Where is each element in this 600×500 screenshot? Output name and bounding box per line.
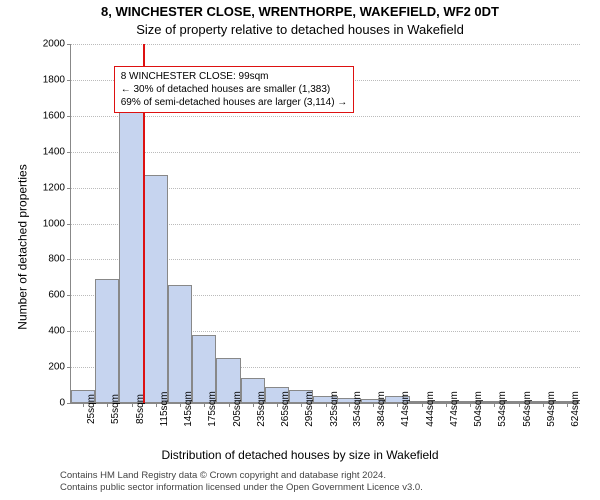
xtick-mark xyxy=(132,403,133,407)
xtick-label: 444sqm xyxy=(425,391,436,427)
annotation-line: 8 WINCHESTER CLOSE: 99sqm xyxy=(121,70,348,83)
footer-line-1: Contains HM Land Registry data © Crown c… xyxy=(60,470,423,482)
xtick-mark xyxy=(229,403,230,407)
ytick-mark xyxy=(67,259,71,260)
histogram-bar xyxy=(168,285,192,403)
xtick-mark xyxy=(253,403,254,407)
xtick-mark xyxy=(349,403,350,407)
ytick-mark xyxy=(67,295,71,296)
annotation-box: 8 WINCHESTER CLOSE: 99sqm← 30% of detach… xyxy=(114,66,355,113)
gridline-h xyxy=(71,44,580,45)
plot-area: 020040060080010001200140016001800200025s… xyxy=(70,44,580,404)
xtick-mark xyxy=(519,403,520,407)
footer-line-2: Contains public sector information licen… xyxy=(60,482,423,494)
ytick-mark xyxy=(67,152,71,153)
xtick-label: 564sqm xyxy=(522,391,533,427)
histogram-bar xyxy=(95,279,119,403)
xtick-mark xyxy=(543,403,544,407)
ytick-mark xyxy=(67,188,71,189)
xtick-mark xyxy=(446,403,447,407)
ytick-label: 1600 xyxy=(43,110,65,121)
xtick-mark xyxy=(373,403,374,407)
xtick-label: 534sqm xyxy=(497,391,508,427)
gridline-h xyxy=(71,152,580,153)
ytick-label: 400 xyxy=(48,326,65,337)
ytick-label: 0 xyxy=(59,398,65,409)
ytick-label: 1200 xyxy=(43,182,65,193)
xtick-label: 414sqm xyxy=(400,391,411,427)
xtick-label: 474sqm xyxy=(449,391,460,427)
ytick-mark xyxy=(67,116,71,117)
y-axis-label-wrap: Number of detached properties xyxy=(18,150,30,350)
xtick-mark xyxy=(277,403,278,407)
annotation-line: ← 30% of detached houses are smaller (1,… xyxy=(121,83,348,96)
gridline-h xyxy=(71,116,580,117)
ytick-mark xyxy=(67,80,71,81)
xtick-mark xyxy=(326,403,327,407)
xtick-mark xyxy=(470,403,471,407)
ytick-mark xyxy=(67,403,71,404)
xtick-label: 504sqm xyxy=(473,391,484,427)
ytick-mark xyxy=(67,44,71,45)
ytick-label: 800 xyxy=(48,254,65,265)
xtick-mark xyxy=(494,403,495,407)
xtick-label: 594sqm xyxy=(546,391,557,427)
xtick-label: 325sqm xyxy=(329,391,340,427)
ytick-mark xyxy=(67,224,71,225)
annotation-line: 69% of semi-detached houses are larger (… xyxy=(121,96,348,109)
ytick-label: 1000 xyxy=(43,218,65,229)
xtick-mark xyxy=(567,403,568,407)
histogram-bar xyxy=(144,175,168,403)
ytick-label: 1800 xyxy=(43,74,65,85)
ytick-label: 1400 xyxy=(43,146,65,157)
chart-container: 8, WINCHESTER CLOSE, WRENTHORPE, WAKEFIE… xyxy=(0,0,600,500)
y-axis-label: Number of detached properties xyxy=(16,164,30,329)
ytick-label: 2000 xyxy=(43,39,65,50)
xtick-mark xyxy=(422,403,423,407)
chart-title: 8, WINCHESTER CLOSE, WRENTHORPE, WAKEFIE… xyxy=(0,4,600,19)
ytick-mark xyxy=(67,367,71,368)
xtick-mark xyxy=(397,403,398,407)
ytick-label: 200 xyxy=(48,362,65,373)
xtick-mark xyxy=(180,403,181,407)
ytick-mark xyxy=(67,331,71,332)
footer-attribution: Contains HM Land Registry data © Crown c… xyxy=(60,470,423,494)
ytick-label: 600 xyxy=(48,290,65,301)
chart-subtitle: Size of property relative to detached ho… xyxy=(0,22,600,37)
xtick-mark xyxy=(83,403,84,407)
xtick-mark xyxy=(301,403,302,407)
x-axis-label: Distribution of detached houses by size … xyxy=(0,448,600,462)
xtick-mark xyxy=(107,403,108,407)
xtick-label: 354sqm xyxy=(352,391,363,427)
xtick-mark xyxy=(204,403,205,407)
xtick-mark xyxy=(156,403,157,407)
histogram-bar xyxy=(119,112,143,403)
xtick-label: 624sqm xyxy=(570,391,581,427)
